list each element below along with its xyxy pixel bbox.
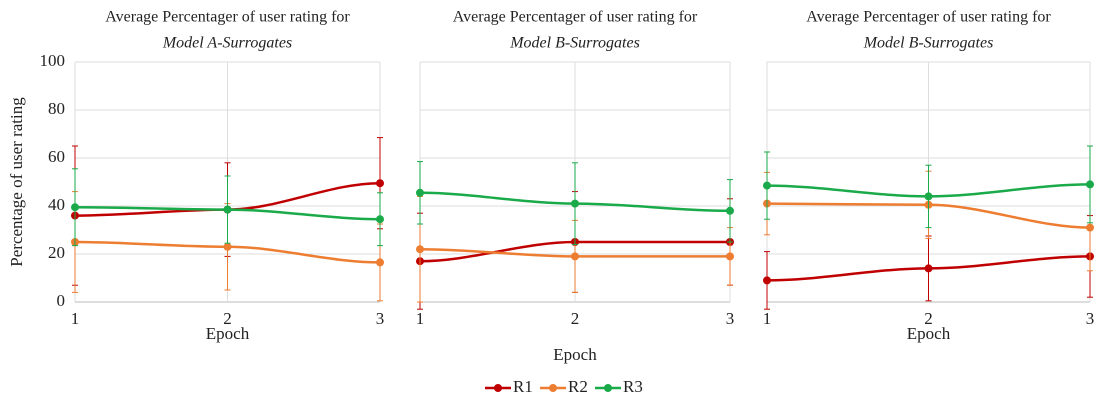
y-tick-label: 40	[48, 195, 65, 214]
point	[571, 199, 579, 208]
legend-label: R2	[568, 377, 588, 396]
y-tick-label: 20	[48, 243, 65, 262]
x-tick-label: 3	[1086, 309, 1095, 328]
x-tick-label: 1	[71, 309, 80, 328]
chart-title: Average Percentager of user rating for	[105, 9, 350, 26]
y-tick-label: 80	[48, 99, 65, 118]
point	[71, 203, 79, 212]
point	[726, 252, 734, 261]
y-tick-label: 0	[57, 291, 66, 310]
legend-marker	[549, 384, 557, 392]
x-axis-label: Epoch	[553, 345, 597, 364]
x-tick-label: 3	[376, 309, 385, 328]
legend-label: R3	[623, 377, 643, 396]
point	[376, 215, 384, 224]
chart-subtitle: Model B-Surrogates	[863, 35, 994, 52]
x-tick-label: 2	[924, 309, 933, 328]
point	[223, 242, 232, 251]
x-axis-label: Epoch	[907, 324, 951, 343]
point	[571, 252, 579, 261]
legend-label: R1	[513, 377, 533, 396]
point	[223, 205, 232, 214]
y-axis-label: Percentage of user rating	[7, 97, 26, 267]
point	[1086, 180, 1094, 189]
legend-marker	[604, 384, 612, 392]
x-tick-label: 1	[416, 309, 425, 328]
point	[376, 179, 384, 188]
point	[376, 258, 384, 267]
chart-subtitle: Model B-Surrogates	[509, 35, 640, 52]
x-tick-label: 3	[726, 309, 735, 328]
x-axis-label: Epoch	[206, 324, 250, 343]
x-tick-label: 2	[223, 309, 232, 328]
point	[763, 276, 771, 285]
chart-title: Average Percentager of user rating for	[806, 9, 1051, 26]
y-tick-label: 100	[40, 51, 66, 70]
chart-subtitle: Model A-Surrogates	[162, 35, 292, 52]
point	[924, 264, 933, 273]
legend-marker	[494, 384, 502, 392]
y-tick-label: 60	[48, 147, 65, 166]
point	[1086, 223, 1094, 232]
x-tick-label: 1	[763, 309, 772, 328]
x-tick-label: 2	[571, 309, 580, 328]
point	[726, 206, 734, 215]
point	[416, 245, 424, 254]
point	[924, 192, 933, 201]
chart-title: Average Percentager of user rating for	[453, 9, 698, 26]
point	[416, 188, 424, 197]
point	[763, 181, 771, 190]
